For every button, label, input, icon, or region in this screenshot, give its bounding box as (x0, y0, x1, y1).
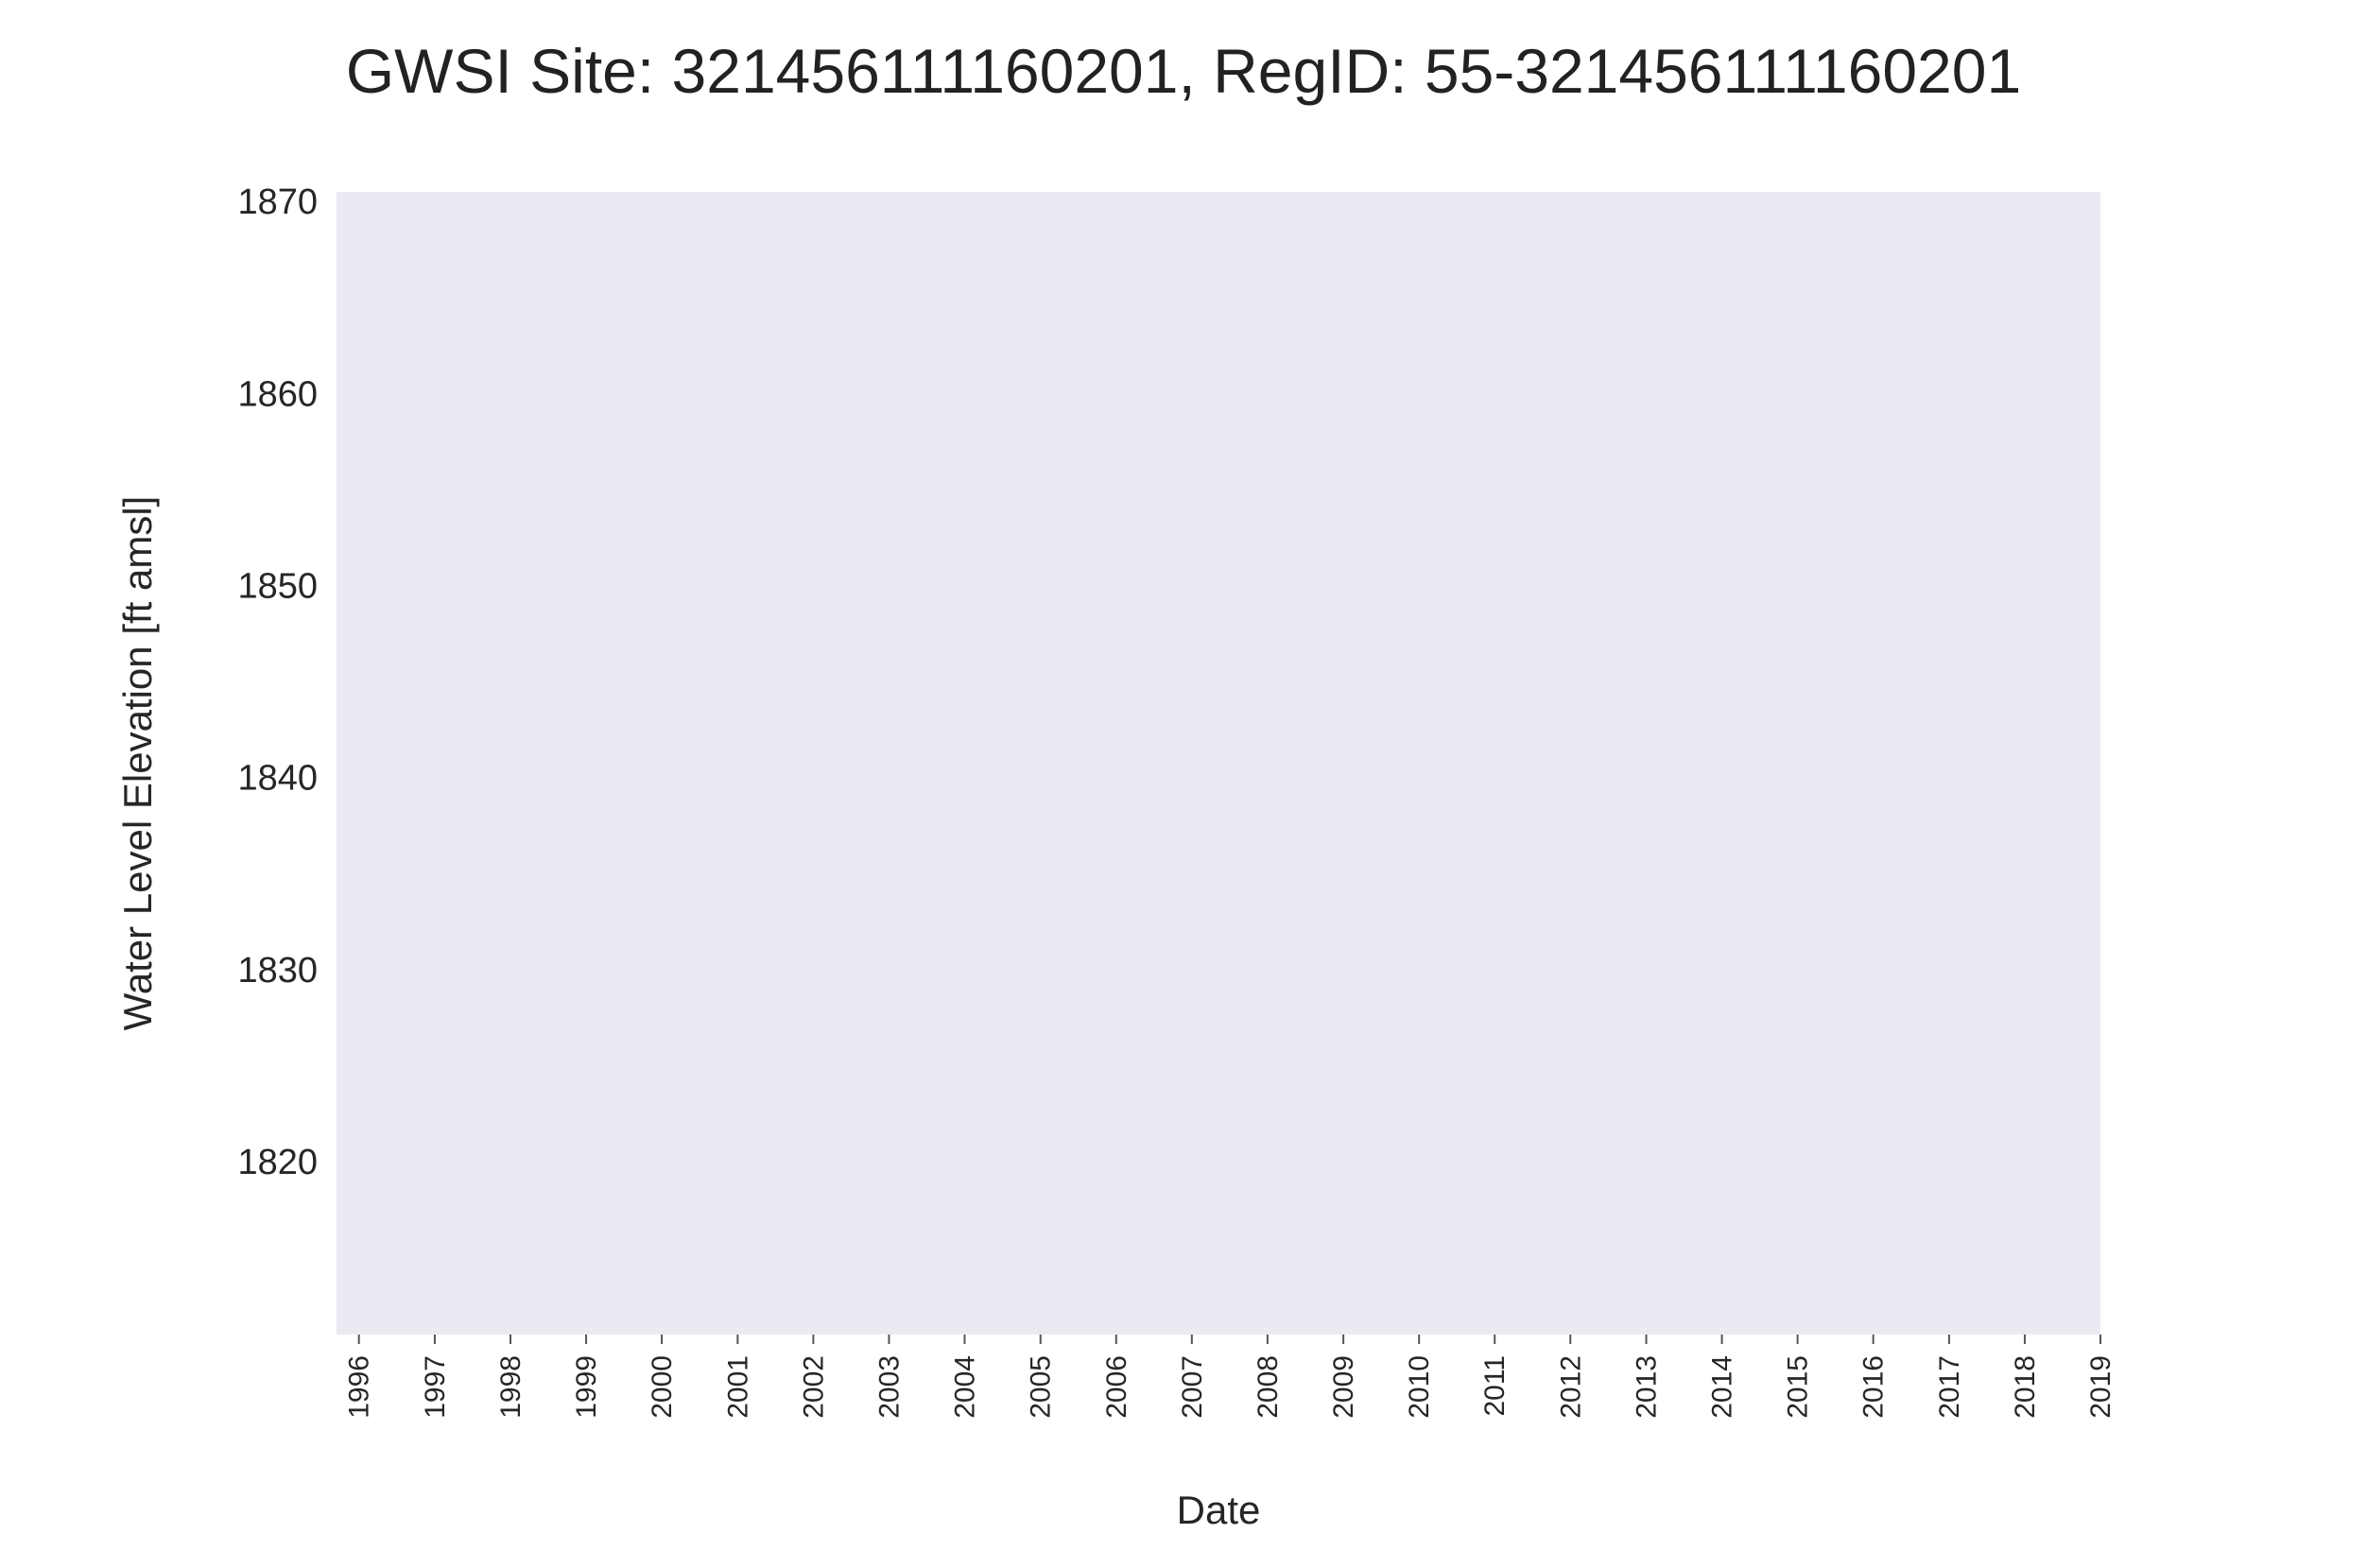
y-tick-label: 1870 (237, 182, 318, 222)
x-tick-label: 2001 (722, 1355, 753, 1419)
x-tick-label: 2003 (873, 1355, 905, 1419)
y-tick-label: 1850 (237, 567, 318, 607)
x-tick-label: 2010 (1404, 1355, 1435, 1419)
x-tick-label: 2013 (1632, 1355, 1663, 1419)
y-axis-tick-labels: 1820 1830 1840 1850 1860 1870 (237, 182, 318, 1182)
x-tick-label: 2007 (1177, 1355, 1208, 1419)
x-tick-label: 2000 (647, 1355, 678, 1419)
x-tick-label: 1997 (420, 1355, 451, 1419)
x-axis-ticks (357, 1335, 2101, 1344)
x-tick-label: 2017 (1934, 1355, 1965, 1419)
x-tick-label: 2008 (1253, 1355, 1284, 1419)
x-tick-label: 2018 (2010, 1355, 2041, 1419)
x-tick-label: 2019 (2085, 1355, 2116, 1419)
chart-title: GWSI Site: 321456111160201, RegID: 55-32… (346, 36, 2021, 106)
y-tick-label: 1840 (237, 759, 318, 799)
x-tick-label: 2015 (1783, 1355, 1814, 1419)
x-tick-label: 2006 (1101, 1355, 1132, 1419)
y-tick-label: 1860 (237, 374, 318, 414)
x-tick-label: 2011 (1479, 1355, 1511, 1417)
x-tick-label: 1998 (495, 1355, 527, 1419)
plot-area (337, 192, 2100, 1335)
y-axis-label: Water Level Elevation [ft amsl] (115, 496, 160, 1031)
x-tick-label: 2012 (1555, 1355, 1586, 1419)
x-tick-label: 2016 (1858, 1355, 1890, 1419)
x-tick-label: 2002 (798, 1355, 829, 1419)
x-tick-label: 2014 (1707, 1355, 1738, 1419)
y-tick-label: 1830 (237, 951, 318, 991)
y-tick-label: 1820 (237, 1143, 318, 1182)
x-tick-label: 1996 (344, 1355, 375, 1419)
x-tick-label: 2004 (949, 1355, 980, 1419)
x-axis-label: Date (1177, 1488, 1261, 1532)
x-tick-label: 2005 (1026, 1355, 1057, 1419)
x-tick-label: 2009 (1328, 1355, 1359, 1419)
x-axis-tick-labels: 1996 1997 1998 1999 2000 2001 2002 2003 2004 2005… (344, 1355, 2116, 1419)
x-tick-label: 1999 (571, 1355, 602, 1419)
